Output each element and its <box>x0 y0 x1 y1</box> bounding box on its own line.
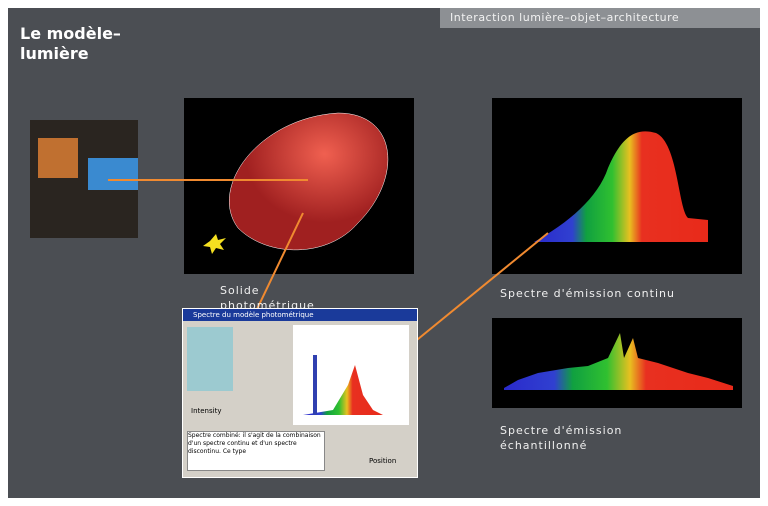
description: Spectre combiné: il s'agit de la combina… <box>187 431 325 471</box>
photo-screen <box>88 158 138 190</box>
slide: Interaction lumière–objet–architecture L… <box>8 8 760 498</box>
caption-continuous: Spectre d'émission continu <box>500 286 675 301</box>
preview <box>293 325 409 425</box>
caption-line: Spectre d'émission <box>500 423 622 438</box>
intensity-label: Intensity <box>191 407 221 415</box>
thumbnail <box>187 327 233 391</box>
preview-line <box>313 355 317 415</box>
button[interactable]: Position <box>369 457 396 465</box>
dialog: Spectre du modèle photométrique Intensit… <box>182 308 418 478</box>
photo-detail <box>38 138 78 178</box>
chart-preview <box>293 325 409 425</box>
caption-sampled: Spectre d'émission échantillonné <box>500 423 622 453</box>
page: Interaction lumière–objet–architecture L… <box>0 0 768 506</box>
caption-line: échantillonné <box>500 438 622 453</box>
dialog-title: Spectre du modèle photométrique <box>183 309 417 321</box>
